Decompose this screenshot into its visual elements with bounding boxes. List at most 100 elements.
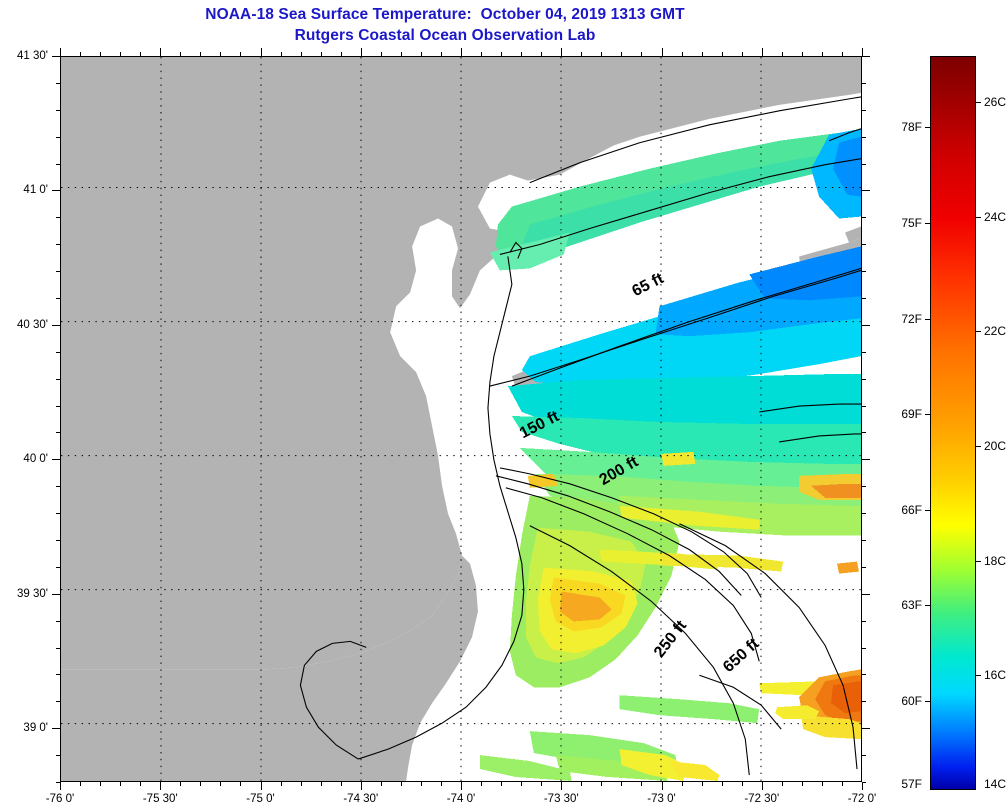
x-tick xyxy=(841,782,843,786)
x-tick-top xyxy=(741,52,743,56)
x-tick xyxy=(60,782,61,790)
x-tick-top xyxy=(701,52,703,56)
x-tick-top xyxy=(821,52,823,56)
colorbar-celsius-label: 20C xyxy=(984,438,1007,453)
x-tick xyxy=(440,782,442,786)
x-tick xyxy=(220,782,222,786)
y-tick xyxy=(56,674,60,676)
x-tick xyxy=(781,782,783,786)
y-tick xyxy=(56,620,60,622)
x-tick xyxy=(380,782,382,786)
sst-nj-shelf-orange xyxy=(559,591,612,622)
y-tick xyxy=(56,566,60,568)
x-tick xyxy=(761,782,763,790)
sst-lower-yellow-3 xyxy=(669,761,720,781)
x-tick-top xyxy=(60,48,61,56)
temperature-colorbar[interactable]: 26C 24C 22C 20C 18C 16C 14C 78F 75F 72F 69F 66F 63F 6… xyxy=(901,56,1006,791)
x-axis-label: -75 0' xyxy=(246,793,275,805)
colorbar-fahrenheit-label: 69F xyxy=(901,407,922,422)
x-tick-top xyxy=(320,52,322,56)
x-tick-top xyxy=(440,52,442,56)
x-tick xyxy=(140,782,142,786)
x-tick xyxy=(801,782,803,786)
x-tick xyxy=(180,782,182,786)
x-axis-label: -74 0' xyxy=(446,793,476,805)
x-tick xyxy=(300,782,302,786)
colorbar-celsius-tick xyxy=(976,101,981,103)
colorbar-celsius-tick xyxy=(976,560,981,562)
x-tick-top xyxy=(661,48,663,56)
x-tick-top xyxy=(681,52,683,56)
x-tick-top xyxy=(240,52,242,56)
sst-patch-c xyxy=(837,561,860,574)
sst-lower-green-3 xyxy=(555,755,668,781)
colorbar-gradient xyxy=(930,56,976,790)
y-tick-right xyxy=(862,674,866,676)
sst-filament-1 xyxy=(619,505,760,530)
colorbar-celsius-label: 22C xyxy=(984,324,1007,339)
colorbar-celsius-tick xyxy=(976,445,981,447)
y-tick xyxy=(56,351,60,353)
x-tick xyxy=(741,782,743,786)
y-tick-right xyxy=(862,324,870,326)
x-tick-top xyxy=(340,52,342,56)
x-tick-top xyxy=(140,52,142,56)
y-tick xyxy=(56,163,60,165)
y-tick xyxy=(56,378,60,380)
sst-ne-cold xyxy=(833,136,861,197)
y-tick-right xyxy=(862,755,866,757)
y-tick-right xyxy=(862,163,866,165)
x-axis-label: -74 30' xyxy=(343,793,379,805)
y-tick xyxy=(56,755,60,757)
colorbar-fahrenheit-label: 72F xyxy=(901,311,922,326)
x-tick-top xyxy=(80,52,82,56)
x-axis-label: -76 0' xyxy=(45,793,75,805)
sst-patch-b xyxy=(661,451,696,466)
x-tick xyxy=(320,782,322,786)
y-tick-right xyxy=(862,701,866,703)
y-tick-right xyxy=(862,432,866,434)
x-tick xyxy=(721,782,723,786)
x-tick xyxy=(340,782,342,786)
y-tick-right xyxy=(862,593,870,595)
y-tick-right xyxy=(862,566,866,568)
x-tick xyxy=(561,782,563,790)
x-tick xyxy=(862,782,863,790)
x-axis-label: -73 30' xyxy=(543,793,579,805)
sst-map[interactable]: 65 ft 150 ft 200 ft 250 ft 650 ft xyxy=(60,56,862,782)
y-tick xyxy=(56,271,60,273)
colorbar-fahrenheit-label: 78F xyxy=(901,120,922,135)
x-tick-top xyxy=(360,48,362,56)
x-tick xyxy=(541,782,543,786)
sst-lower-green-band xyxy=(619,695,760,724)
colorbar-celsius-tick xyxy=(976,331,981,333)
colorbar-fahrenheit-tick xyxy=(925,700,930,702)
x-tick xyxy=(521,782,523,786)
colorbar-fahrenheit-tick xyxy=(925,605,930,607)
x-axis-label: -72 0' xyxy=(847,793,877,805)
x-tick xyxy=(280,782,282,786)
y-tick xyxy=(52,459,60,461)
colorbar-fahrenheit-label: 75F xyxy=(901,215,922,230)
x-tick-top xyxy=(862,48,863,56)
x-tick-top xyxy=(781,52,783,56)
colorbar-celsius-label: 16C xyxy=(984,668,1007,683)
x-tick-top xyxy=(541,52,543,56)
colorbar-fahrenheit-tick xyxy=(925,414,930,416)
y-tick xyxy=(56,513,60,515)
x-tick xyxy=(601,782,603,786)
x-tick-top xyxy=(120,52,122,56)
sst-coldpool-core xyxy=(749,246,861,301)
y-tick xyxy=(56,432,60,434)
colorbar-celsius-tick xyxy=(976,675,981,677)
x-tick xyxy=(160,782,162,790)
graticule-layer xyxy=(61,57,861,781)
x-tick-top xyxy=(761,48,763,56)
x-tick-top xyxy=(601,52,603,56)
x-tick xyxy=(641,782,643,786)
x-tick xyxy=(240,782,242,786)
sst-sw-green xyxy=(479,755,572,781)
x-tick-top xyxy=(200,52,202,56)
x-tick xyxy=(120,782,122,786)
x-tick-top xyxy=(461,48,462,56)
